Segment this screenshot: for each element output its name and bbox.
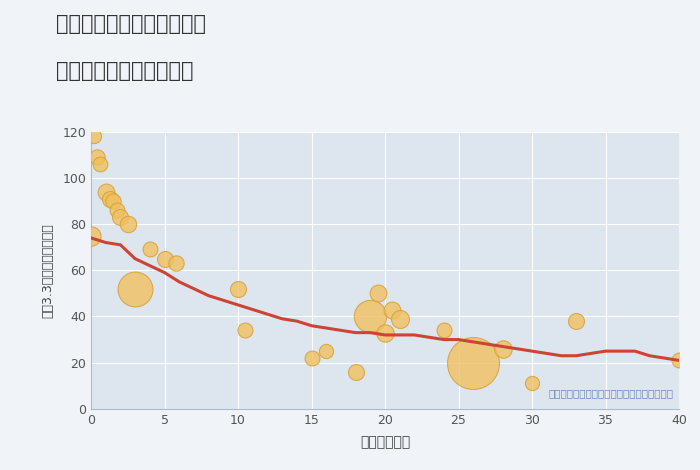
Point [130,285,141,292]
Point [232,285,244,292]
Point [321,347,332,355]
Point [100,188,111,196]
X-axis label: 築年数（年）: 築年数（年） [360,435,410,449]
Point [372,290,384,297]
Point [497,345,508,352]
Point [306,354,317,362]
Point [85,232,97,239]
Point [94,160,106,168]
Point [115,213,126,221]
Point [386,306,398,313]
Point [394,315,405,322]
Point [438,327,449,334]
Point [104,195,116,203]
Point [379,329,391,337]
Point [108,197,119,205]
Point [159,255,170,262]
Point [570,317,582,325]
Y-axis label: 坪（3.3㎡）単価（万円）: 坪（3.3㎡）単価（万円） [41,223,54,318]
Point [91,153,102,161]
Point [88,133,99,140]
Point [144,246,155,253]
Text: 円の大きさは、取引のあった物件面積を示す: 円の大きさは、取引のあった物件面積を示す [548,388,673,398]
Point [468,359,479,367]
Point [350,368,361,376]
Point [122,220,133,228]
Point [673,357,685,364]
Text: 三重県鈴鹿市采女が丘町の: 三重県鈴鹿市采女が丘町の [56,14,206,34]
Point [112,206,123,214]
Point [171,259,182,267]
Point [239,327,251,334]
Point [365,313,376,320]
Point [526,380,538,387]
Text: 築年数別中古戸建て価格: 築年数別中古戸建て価格 [56,61,193,81]
